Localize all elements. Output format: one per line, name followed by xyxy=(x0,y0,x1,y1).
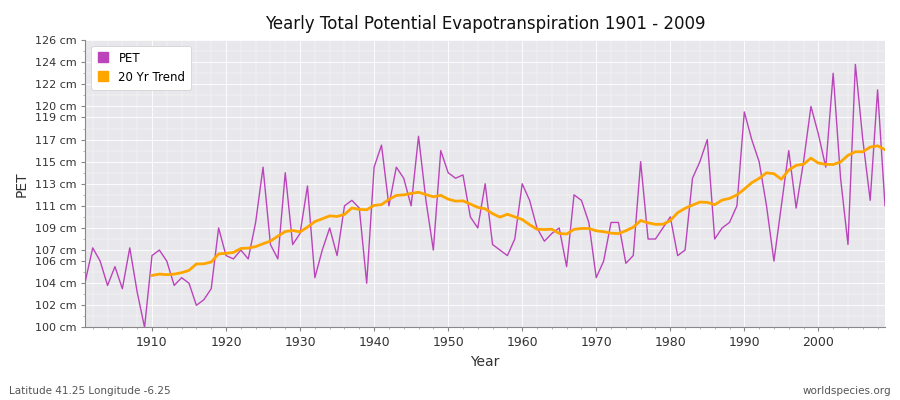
Title: Yearly Total Potential Evapotranspiration 1901 - 2009: Yearly Total Potential Evapotranspiratio… xyxy=(265,15,706,33)
X-axis label: Year: Year xyxy=(471,355,500,369)
Legend: PET, 20 Yr Trend: PET, 20 Yr Trend xyxy=(91,46,192,90)
Y-axis label: PET: PET xyxy=(15,171,29,196)
Text: worldspecies.org: worldspecies.org xyxy=(803,386,891,396)
Text: Latitude 41.25 Longitude -6.25: Latitude 41.25 Longitude -6.25 xyxy=(9,386,171,396)
